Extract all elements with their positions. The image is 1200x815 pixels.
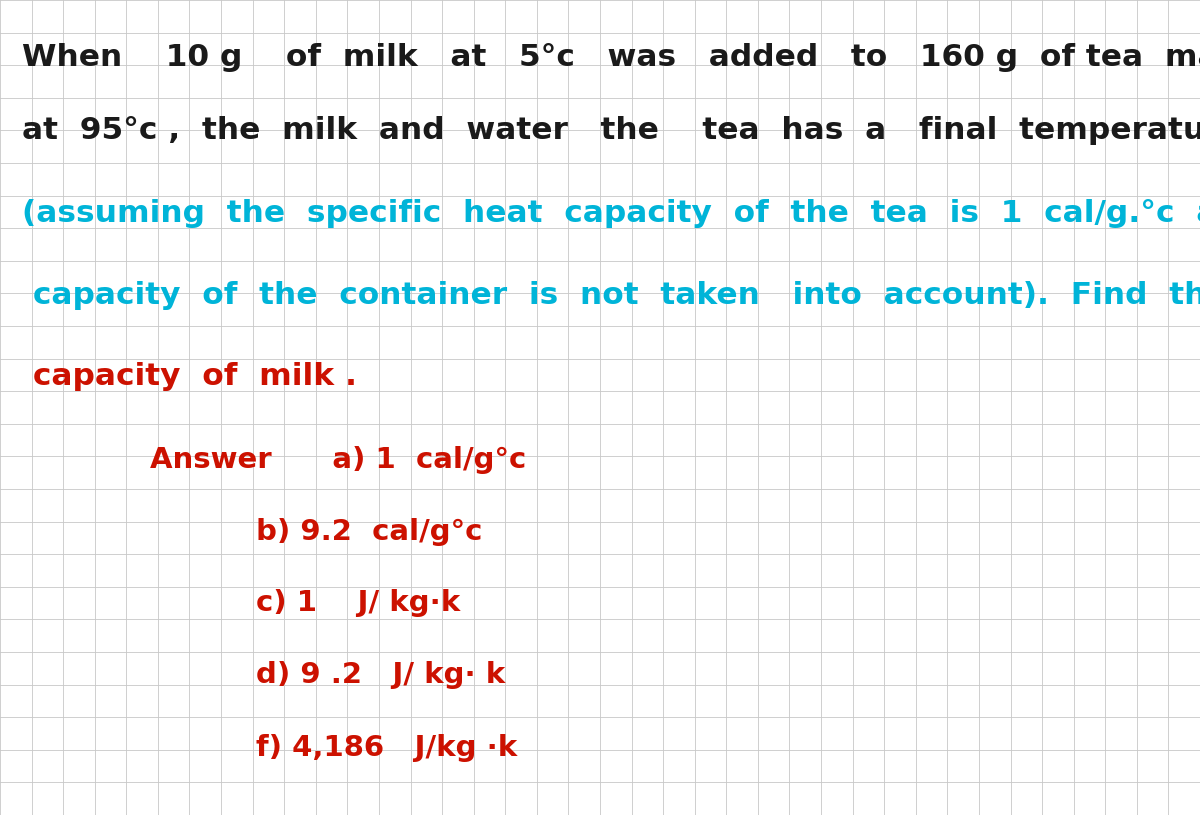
- Text: Answer      a) 1  cal/g°c: Answer a) 1 cal/g°c: [150, 447, 527, 474]
- Text: f) 4,186   J/kg ·k: f) 4,186 J/kg ·k: [256, 734, 517, 762]
- Text: capacity  of  milk .: capacity of milk .: [22, 362, 356, 391]
- Text: capacity  of  the  container  is  not  taken   into  account).  Find  the  speci: capacity of the container is not taken i…: [22, 280, 1200, 310]
- Text: d) 9 .2   J/ kg· k: d) 9 .2 J/ kg· k: [256, 661, 505, 689]
- Text: c) 1    J/ kg·k: c) 1 J/ kg·k: [256, 589, 460, 617]
- Text: (assuming  the  specific  heat  capacity  of  the  tea  is  1  cal/g.°c  and  th: (assuming the specific heat capacity of …: [22, 199, 1200, 228]
- Text: at  95°c ,  the  milk  and  water   the    tea  has  a   final  temperature  is : at 95°c , the milk and water the tea has…: [22, 116, 1200, 145]
- Text: b) 9.2  cal/g°c: b) 9.2 cal/g°c: [256, 518, 482, 546]
- Text: When    10 g    of  milk   at   5°c   was   added   to   160 g  of tea  mass  -: When 10 g of milk at 5°c was added to 16…: [22, 42, 1200, 72]
